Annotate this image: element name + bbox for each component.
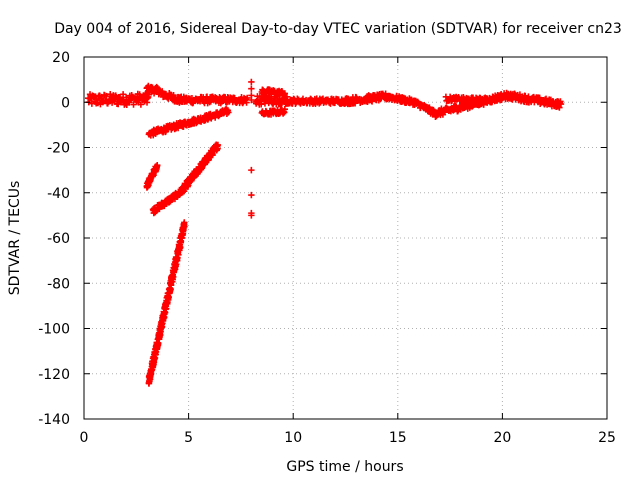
chart-title: Day 004 of 2016, Sidereal Day-to-day VTE… [54, 21, 622, 37]
data-point [137, 101, 145, 108]
data-point [248, 85, 255, 92]
data-point [130, 101, 137, 108]
x-tick-label: 20 [493, 430, 511, 446]
data-point [281, 106, 289, 113]
data-point [154, 162, 161, 169]
data-point [248, 78, 255, 86]
y-tick-label: 20 [52, 50, 70, 66]
data-point [126, 99, 133, 106]
x-tick-label: 5 [184, 430, 193, 446]
data-point [248, 166, 255, 174]
y-tick-label: -140 [38, 412, 70, 428]
y-tick-label: -60 [47, 231, 70, 247]
data-point [248, 191, 255, 199]
x-tick-label: 0 [80, 430, 89, 446]
data-point [181, 223, 188, 230]
data-point [163, 305, 170, 312]
y-tick-label: -100 [38, 322, 70, 338]
data-point [248, 212, 255, 219]
x-tick-label: 25 [598, 430, 616, 446]
y-tick-label: -80 [47, 276, 70, 292]
data-point [209, 151, 216, 159]
tick-labels: 0 5 10 15 20 25 20 0 -20 -40 -60 -80 -100 -120 -140 [38, 50, 616, 446]
data-point [243, 94, 251, 102]
data-point [214, 141, 222, 149]
y-axis-label: SDTVAR / TECUs [7, 181, 23, 296]
y-tick-label: -40 [47, 186, 70, 202]
y-tick-label: 0 [61, 95, 70, 111]
x-axis-label: GPS time / hours [286, 459, 403, 475]
data-point [167, 281, 175, 289]
data-point [557, 100, 565, 108]
grid [84, 57, 607, 419]
data-point [478, 98, 485, 105]
data-point [225, 109, 232, 116]
y-tick-label: -120 [38, 367, 70, 383]
x-tick-label: 10 [284, 430, 302, 446]
x-tick-label: 15 [389, 430, 407, 446]
data-points [84, 78, 565, 387]
axis-ticks [83, 56, 608, 420]
data-point [119, 91, 127, 98]
data-point [536, 94, 543, 102]
y-tick-label: -20 [47, 141, 70, 157]
data-point [248, 96, 255, 104]
